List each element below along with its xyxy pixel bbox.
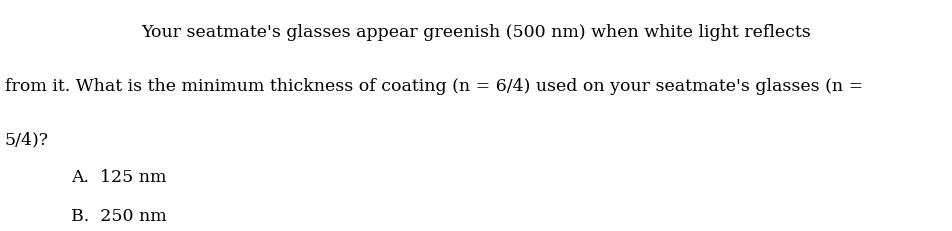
Text: 5/4)?: 5/4)?	[5, 131, 49, 147]
Text: A.  125 nm: A. 125 nm	[71, 169, 167, 185]
Text: B.  250 nm: B. 250 nm	[71, 207, 168, 224]
Text: from it. What is the minimum thickness of coating (n = 6/4) used on your seatmat: from it. What is the minimum thickness o…	[5, 77, 863, 94]
Text: Your seatmate's glasses appear greenish (500 nm) when white light reflects: Your seatmate's glasses appear greenish …	[141, 24, 811, 41]
